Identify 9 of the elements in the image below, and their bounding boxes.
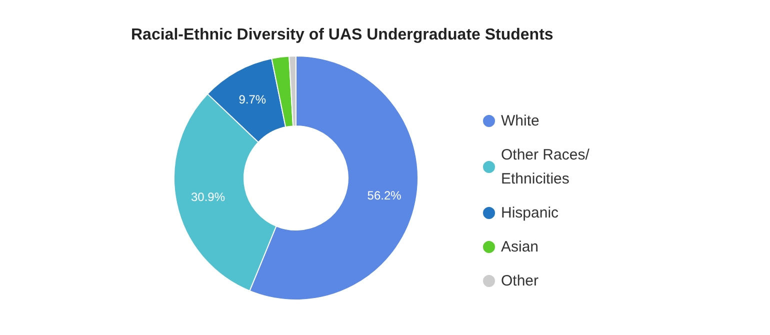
legend-label: Asian — [501, 238, 539, 256]
legend-label: Other Races/ Ethnicities — [501, 146, 594, 188]
data-label: 9.7% — [238, 92, 266, 106]
data-label: 30.9% — [190, 190, 226, 204]
legend-label: Other — [501, 272, 539, 290]
chart-title: Racial-Ethnic Diversity of UAS Undergraduate Students — [131, 26, 554, 44]
data-label: 56.2% — [367, 188, 402, 202]
legend-label: Hispanic — [501, 204, 560, 222]
legend-label: White — [501, 112, 540, 130]
